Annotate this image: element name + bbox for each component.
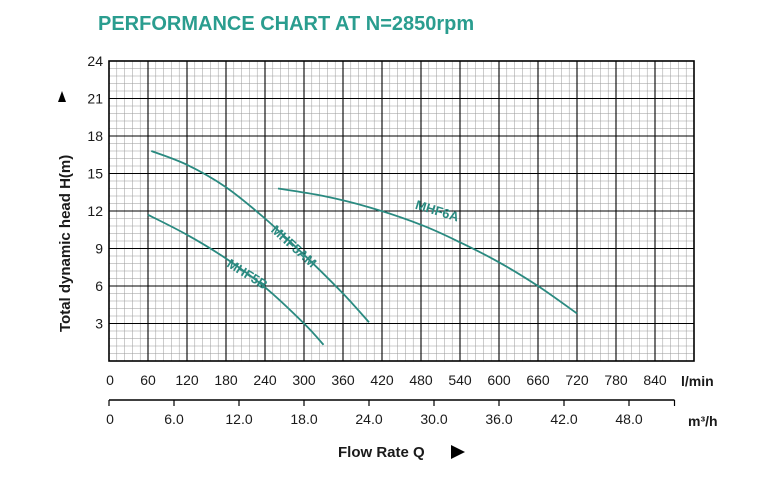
- x-tick-label: 840: [643, 372, 667, 388]
- x-tick-label: 0: [106, 372, 114, 388]
- x2-tick-label: 48.0: [615, 411, 642, 427]
- x-tick-label: 240: [253, 372, 277, 388]
- x-tick-label: 60: [140, 372, 156, 388]
- y-tick-label: 9: [95, 241, 103, 257]
- x-tick-label: 480: [409, 372, 433, 388]
- x-tick-label: 660: [526, 372, 550, 388]
- x2-tick-label: 24.0: [355, 411, 382, 427]
- curve-label-mhf5b: MHF5B: [224, 256, 270, 292]
- x2-tick-label: 6.0: [164, 411, 184, 427]
- x-arrow-icon: [451, 445, 465, 459]
- y-arrow-icon: [58, 91, 66, 102]
- curve-mhf5am: [150, 150, 370, 323]
- curve-mhf6a: [277, 187, 578, 315]
- x2-tick-label: 30.0: [420, 411, 447, 427]
- x-tick-label: 180: [214, 372, 238, 388]
- x2-unit-label: m³/h: [688, 413, 718, 429]
- y-tick-label: 24: [87, 53, 103, 69]
- x-unit-label: l/min: [681, 373, 714, 389]
- curves: [147, 150, 578, 346]
- x-tick-label: 300: [292, 372, 316, 388]
- chart-title: PERFORMANCE CHART AT N=2850rpm: [98, 13, 474, 35]
- x-tick-label: 420: [370, 372, 394, 388]
- y-tick-label: 6: [95, 278, 103, 294]
- y-tick-label: 12: [87, 203, 103, 219]
- y-tick-label: 15: [87, 166, 103, 182]
- x-axis-title: Flow Rate Q: [338, 444, 465, 461]
- secondary-x-axis: 0 6.0 12.0 18.0 24.0 30.0 36.0 42.0 48.0: [106, 399, 676, 427]
- x2-tick-label: 12.0: [225, 411, 252, 427]
- x-tick-label: 360: [331, 372, 355, 388]
- x-axis-ticks: 0 60 120 180 240 300 360 420 480 540 600 660 720 780 8…: [106, 372, 667, 388]
- x-tick-label: 780: [604, 372, 628, 388]
- x2-tick-label: 18.0: [290, 411, 317, 427]
- curve-mhf5b: [147, 213, 325, 346]
- x-tick-label: 600: [487, 372, 511, 388]
- x2-tick-label: 42.0: [550, 411, 577, 427]
- plot-frame: [108, 60, 695, 362]
- y-tick-label: 21: [87, 91, 103, 107]
- x-axis-label: Flow Rate Q: [338, 444, 425, 461]
- x2-tick-label: 0: [106, 411, 114, 427]
- grid-major: [109, 61, 694, 361]
- y-tick-label: 3: [95, 316, 103, 332]
- y-axis-ticks: 3 6 9 12 15 18 21 24: [87, 53, 103, 332]
- x-tick-label: 540: [448, 372, 472, 388]
- x-tick-label: 720: [565, 372, 589, 388]
- x2-tick-label: 36.0: [485, 411, 512, 427]
- y-axis-title: Total dynamic head H(m): [57, 91, 74, 332]
- y-tick-label: 18: [87, 128, 103, 144]
- y-axis-label: Total dynamic head H(m): [57, 155, 74, 332]
- x-tick-label: 120: [175, 372, 199, 388]
